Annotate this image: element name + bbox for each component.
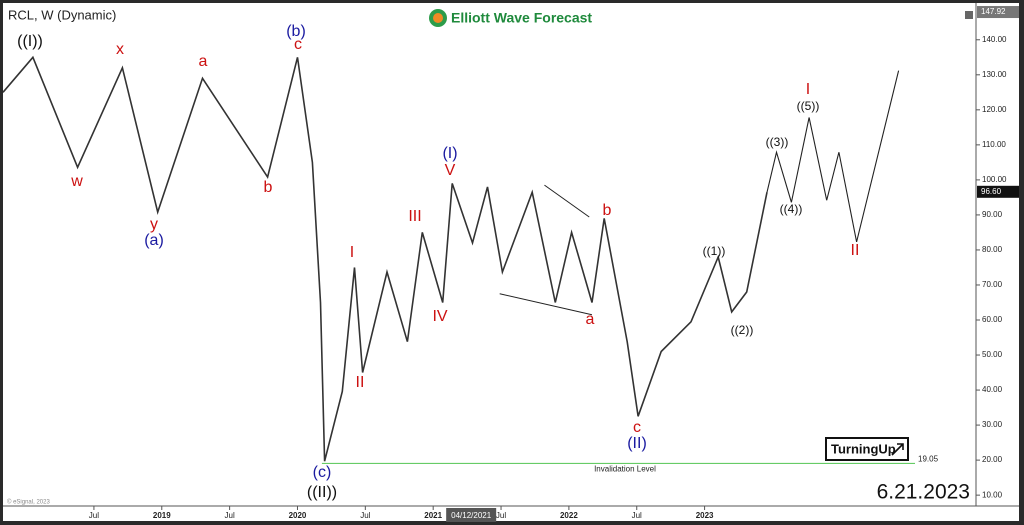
wave-label: (c) — [313, 464, 332, 481]
wave-label: (a) — [144, 232, 164, 249]
wave-label: ((1)) — [703, 244, 726, 258]
x-tick-label: 2021 — [424, 511, 442, 520]
menu-icon — [965, 11, 973, 19]
y-tick-label: 70.00 — [982, 280, 1003, 289]
wave-label: ((4)) — [780, 202, 803, 216]
y-tick-label: 100.00 — [982, 175, 1007, 184]
wave-label: c — [294, 36, 302, 53]
y-tick-label: 40.00 — [982, 385, 1003, 394]
price-label: 147.92 — [981, 7, 1006, 16]
logo-icon-center — [433, 13, 443, 23]
wave-label: II — [851, 242, 860, 259]
wave-label: III — [408, 208, 421, 225]
wave-label: (b) — [286, 23, 306, 40]
invalidation-value: 19.05 — [918, 455, 939, 464]
wave-label: a — [586, 311, 595, 328]
wave-label: (I) — [442, 145, 457, 162]
chart-title: RCL, W (Dynamic) — [8, 7, 116, 22]
brand-name: Elliott Wave Forecast — [451, 10, 592, 26]
wave-label: ((2)) — [731, 323, 754, 337]
cursor-tick-label: 04/12/2021 — [451, 511, 492, 520]
x-tick-label: Jul — [225, 511, 235, 520]
wave-label: x — [116, 41, 124, 58]
x-tick-label: 2020 — [289, 511, 307, 520]
date-stamp: 6.21.2023 — [877, 481, 970, 504]
y-tick-label: 120.00 — [982, 105, 1007, 114]
price-line — [2, 55, 768, 462]
price-label-box — [977, 6, 1019, 19]
y-tick-label: 90.00 — [982, 210, 1003, 219]
x-tick-label: 2022 — [560, 511, 578, 520]
copyright: © eSignal, 2023 — [7, 499, 50, 506]
wave-label: a — [199, 53, 208, 70]
wave-label: ((II)) — [307, 484, 337, 501]
x-tick-label: 2019 — [153, 511, 171, 520]
wave-label: ((I)) — [17, 33, 43, 50]
invalidation-text: Invalidation Level — [594, 465, 656, 474]
x-tick-label: Jul — [89, 511, 99, 520]
y-tick-label: 140.00 — [982, 35, 1007, 44]
brand-logo: Elliott Wave Forecast — [429, 9, 592, 27]
wave-label: ((3)) — [766, 135, 789, 149]
x-tick-label: Jul — [632, 511, 642, 520]
wave-label: ((5)) — [797, 99, 820, 113]
projection-line — [766, 70, 900, 243]
wave-label: c — [633, 419, 641, 436]
y-tick-label: 30.00 — [982, 420, 1003, 429]
canvas — [3, 3, 1019, 521]
wave-label: II — [356, 374, 365, 391]
y-tick-label: 80.00 — [982, 245, 1003, 254]
badge-text: TurningUp — [831, 441, 896, 456]
y-tick-label: 50.00 — [982, 350, 1003, 359]
trendline — [499, 293, 593, 316]
badge: TurningUp — [825, 437, 909, 461]
wave-label: b — [264, 179, 273, 196]
x-tick-label: Jul — [496, 511, 506, 520]
wave-label: b — [603, 202, 612, 219]
wave-label: V — [445, 162, 456, 179]
price-label-box — [977, 185, 1019, 198]
y-tick-label: 60.00 — [982, 315, 1003, 324]
y-tick-label: 110.00 — [982, 140, 1006, 149]
wave-label: w — [70, 173, 83, 190]
y-tick-label: 10.00 — [982, 490, 1003, 499]
trendline — [544, 184, 590, 218]
x-tick-label: Jul — [360, 511, 370, 520]
x-tick-label: 2023 — [696, 511, 714, 520]
wave-label: I — [350, 244, 354, 261]
badge-arrow — [891, 443, 904, 456]
badge-box — [825, 437, 909, 461]
cursor-tick-box — [446, 508, 497, 522]
y-tick-label: 20.00 — [982, 455, 1003, 464]
wave-label: (II) — [627, 435, 647, 452]
price-label: 96.60 — [981, 187, 1002, 196]
wave-label: IV — [432, 308, 447, 325]
wave-label: y — [150, 216, 158, 233]
y-tick-label: 130.00 — [982, 70, 1007, 79]
wave-label: I — [806, 81, 810, 98]
